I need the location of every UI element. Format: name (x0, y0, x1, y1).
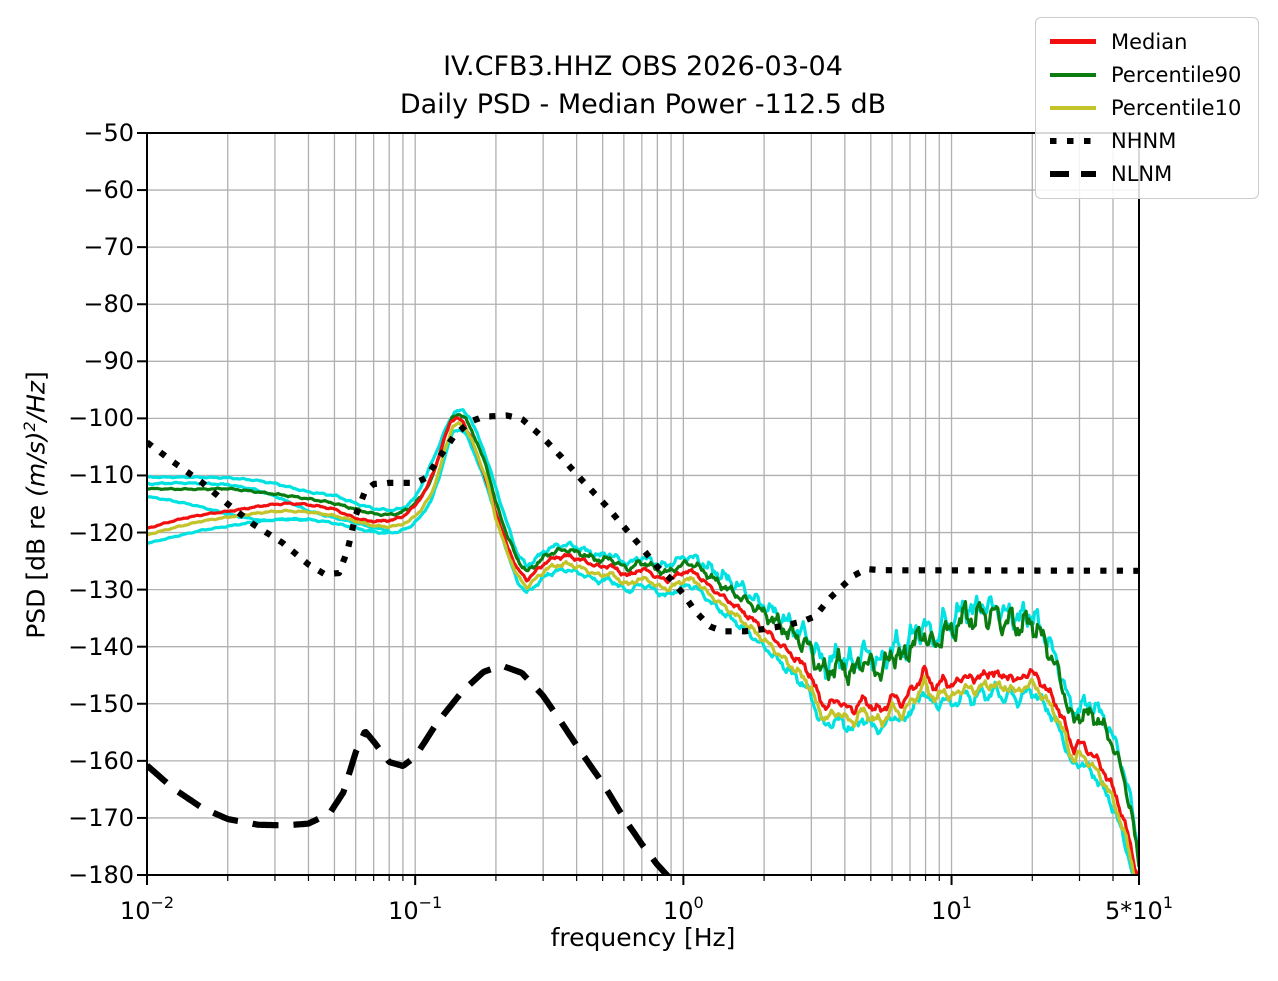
nhnm-line-sample (1050, 138, 1096, 145)
series-nlnm (147, 662, 672, 875)
y-tick-label: −130 (68, 575, 134, 604)
legend-item-percentile90: Percentile90 (1044, 63, 1250, 87)
y-tick-label: −70 (83, 233, 134, 262)
legend-label-percentile10: Percentile10 (1111, 95, 1242, 120)
legend-item-nhnm: NHNM (1044, 129, 1250, 153)
x-tick-label: 10−1 (388, 893, 443, 925)
chart-title-line2: Daily PSD - Median Power -112.5 dB (399, 89, 887, 120)
x-tick-label: 100 (662, 893, 704, 925)
x-axis-label: frequency [Hz] (550, 923, 736, 952)
x-tick-label: 101 (931, 893, 972, 925)
series-min-max-envelope-upper (147, 408, 1139, 866)
series-median (147, 416, 1139, 875)
x-tick-label: 5*101 (1105, 893, 1173, 925)
legend-label-nhnm: NHNM (1111, 129, 1177, 154)
y-tick-label: −140 (68, 632, 134, 661)
axes-spines (146, 132, 1140, 876)
legend-label-nlnm: NLNM (1111, 162, 1173, 187)
y-tick-label: −180 (68, 861, 134, 889)
percentile10-line-sample (1050, 105, 1096, 111)
y-tick-label: −50 (83, 119, 134, 147)
series-layer (147, 408, 1139, 875)
legend-item-percentile10: Percentile10 (1044, 96, 1250, 120)
percentile90-line-sample (1050, 72, 1096, 78)
legend-label-percentile90: Percentile90 (1111, 62, 1242, 87)
y-tick-label: −160 (68, 746, 134, 775)
y-tick-label: −80 (83, 290, 134, 319)
series-nhnm (147, 412, 1139, 635)
legend-item-nlnm: NLNM (1044, 162, 1250, 186)
series-percentile90 (147, 413, 1139, 868)
legend-item-median: Median (1044, 30, 1250, 54)
nlnm-line-sample (1050, 171, 1096, 178)
legend: Median Percentile90 Percentile10 NHNM NL… (1035, 17, 1259, 199)
y-axis-label: PSD [dB re (m/s)2/Hz] (20, 335, 52, 675)
y-tick-label: −100 (68, 404, 134, 433)
y-tick-label: −60 (83, 176, 134, 205)
y-tick-label: −150 (68, 689, 134, 718)
y-tick-label: −170 (68, 803, 134, 832)
y-tick-label: −120 (68, 518, 134, 547)
y-tick-label: −110 (68, 461, 134, 490)
series-min-max-envelope-lower (147, 428, 1136, 875)
series-percentile10 (147, 421, 1136, 875)
chart-title-line1: IV.CFB3.HHZ OBS 2026-03-04 (443, 51, 843, 82)
y-tick-label: −90 (83, 347, 134, 376)
median-line-sample (1050, 39, 1096, 44)
x-tick-label: 10−2 (119, 893, 175, 925)
legend-label-median: Median (1111, 29, 1188, 54)
